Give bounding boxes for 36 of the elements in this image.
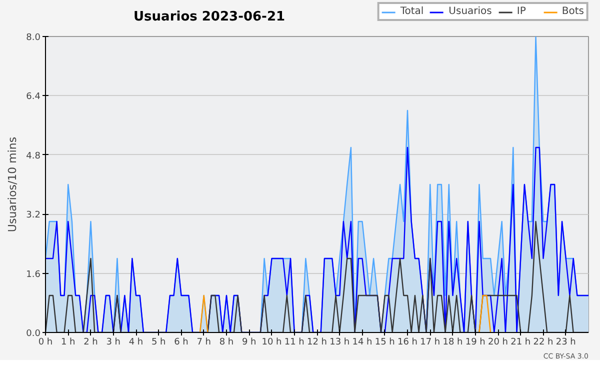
x-tick-label: 0 h bbox=[38, 338, 53, 348]
x-tick-label: 8 h bbox=[219, 338, 234, 348]
y-tick-label: 1.6 bbox=[26, 270, 41, 280]
x-tick-label: 6 h bbox=[174, 338, 188, 348]
x-tick-label: 2 h bbox=[84, 338, 98, 348]
y-tick-label: 0.0 bbox=[26, 329, 41, 339]
x-tick-label: 7 h bbox=[196, 338, 212, 348]
x-tick-label: 22 h bbox=[533, 338, 554, 348]
x-tick-label: 1 h bbox=[60, 338, 76, 348]
x-tick-label: 4 h bbox=[128, 338, 144, 348]
x-tick-label: 16 h bbox=[397, 338, 418, 348]
y-tick-label: 4.8 bbox=[26, 151, 41, 162]
x-tick-label: 19 h bbox=[465, 338, 486, 348]
legend-label: Usuarios bbox=[448, 6, 492, 17]
x-tick-label: 10 h bbox=[262, 338, 282, 348]
y-axis-title: Usuarios/10 mins bbox=[6, 136, 20, 232]
y-tick-label: 8.0 bbox=[26, 33, 41, 43]
x-tick-label: 12 h bbox=[306, 338, 328, 348]
legend-label: Bots bbox=[562, 6, 584, 17]
y-tick-label: 6.4 bbox=[26, 92, 41, 102]
x-tick-label: 14 h bbox=[352, 338, 372, 348]
x-tick-label: 15 h bbox=[374, 338, 395, 348]
x-tick-label: 18 h bbox=[442, 338, 463, 348]
legend-label: IP bbox=[516, 6, 527, 17]
x-tick-label: 3 h bbox=[106, 338, 121, 348]
chart-title: Usuarios 2023-06-21 bbox=[134, 10, 286, 24]
legend-label: Total bbox=[400, 6, 424, 17]
x-tick-label: 11 h bbox=[284, 338, 304, 348]
x-tick-label: 23 h bbox=[556, 338, 576, 348]
x-tick-label: 13 h bbox=[330, 338, 350, 348]
x-tick-label: 20 h bbox=[488, 338, 508, 348]
x-tick-label: 5 h bbox=[151, 338, 166, 348]
x-tick-label: 17 h bbox=[420, 338, 440, 348]
x-tick-label: 9 h bbox=[242, 338, 256, 348]
x-tick-label: 21 h bbox=[510, 338, 531, 348]
y-tick-label: 3.2 bbox=[26, 210, 41, 221]
